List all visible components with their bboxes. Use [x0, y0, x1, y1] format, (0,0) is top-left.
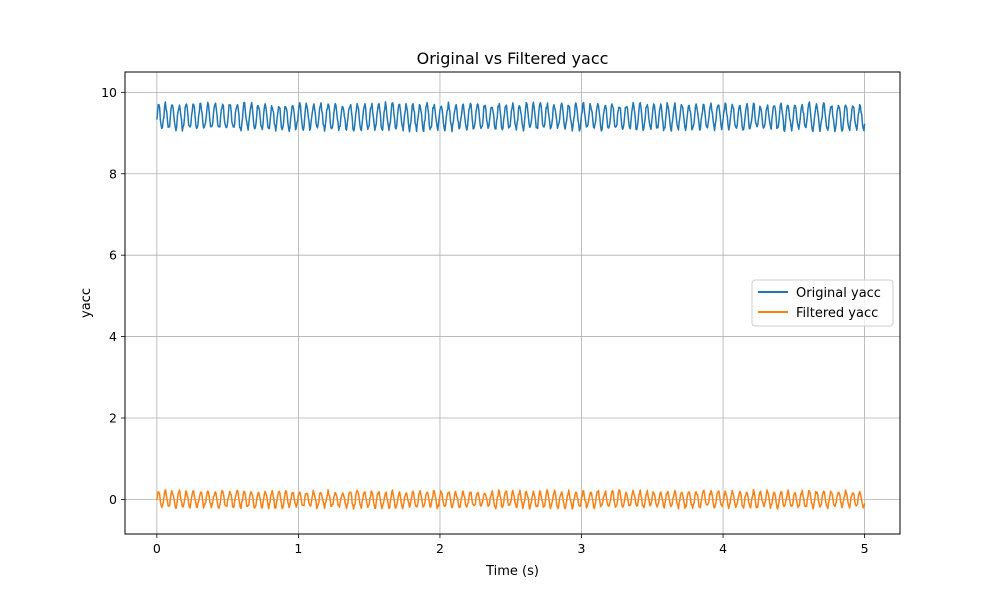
x-tick-label: 5	[861, 541, 869, 556]
axis-ticks: 0 1 2 3 4 5 0 2 4 6 8 10	[101, 85, 868, 556]
x-tick-label: 4	[719, 541, 727, 556]
series-line-filtered-yacc	[156, 488, 866, 510]
y-tick-label: 2	[109, 410, 117, 425]
series-line-original-yacc	[156, 101, 866, 133]
x-tick-label: 0	[153, 541, 161, 556]
plot-frame	[124, 71, 901, 535]
series-layer	[156, 101, 866, 510]
legend-label-original: Original yacc	[796, 286, 881, 301]
y-tick-label: 6	[109, 248, 117, 263]
x-tick-label: 3	[578, 541, 586, 556]
grid-lines	[125, 72, 900, 534]
y-tick-label: 0	[109, 492, 117, 507]
legend: Original yacc Filtered yacc	[751, 279, 894, 327]
x-tick-label: 1	[294, 541, 302, 556]
y-tick-label: 4	[109, 329, 117, 344]
y-axis-label: yacc	[79, 288, 94, 318]
x-axis-label: Time (s)	[485, 564, 539, 579]
chart-title: Original vs Filtered yacc	[417, 49, 609, 68]
legend-label-filtered: Filtered yacc	[796, 306, 878, 321]
x-tick-label: 2	[436, 541, 444, 556]
y-tick-label: 8	[109, 166, 117, 181]
y-tick-label: 10	[101, 85, 117, 100]
